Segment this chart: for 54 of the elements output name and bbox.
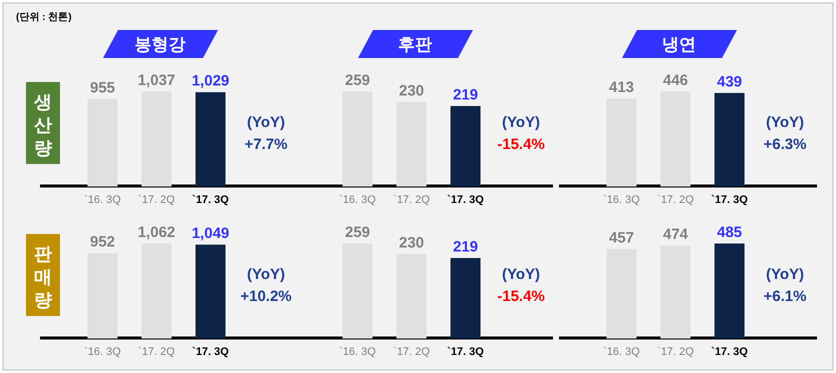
text: (YoY) bbox=[766, 114, 804, 131]
data-label: 413 bbox=[608, 78, 634, 96]
x-tick-label: `17. 3Q bbox=[447, 194, 484, 206]
x-tick-label: `16. 3Q bbox=[84, 194, 122, 206]
x-tick-label: `16. 3Q bbox=[84, 346, 122, 358]
x-tick-label: `17. 3Q bbox=[192, 346, 230, 358]
data-label: 952 bbox=[90, 234, 116, 251]
text: (단위 : 천톤) bbox=[16, 12, 72, 23]
x-tick-label: `17. 2Q bbox=[657, 346, 694, 358]
x-tick-label: `17. 3Q bbox=[711, 194, 748, 206]
data-label: 439 bbox=[716, 73, 742, 90]
x-tick-label: `17. 3Q bbox=[192, 194, 230, 206]
data-label: 446 bbox=[662, 72, 688, 89]
x-tick-label: `16. 3Q bbox=[339, 194, 376, 206]
x-tick-label: `17. 2Q bbox=[393, 346, 430, 358]
text: +10.2% bbox=[240, 288, 292, 305]
y-axis-title: 판매량 bbox=[34, 244, 52, 310]
text: -15.4% bbox=[497, 136, 545, 153]
data-label: 230 bbox=[398, 234, 424, 252]
text: (YoY) bbox=[246, 266, 286, 283]
x-tick-label: `17. 3Q bbox=[711, 346, 748, 358]
text: (YoY) bbox=[502, 266, 540, 283]
text: (YoY) bbox=[766, 266, 804, 283]
data-label: 1,037 bbox=[138, 72, 176, 89]
data-label: 219 bbox=[452, 86, 478, 104]
x-tick-label: `16. 3Q bbox=[339, 346, 376, 358]
data-label: 474 bbox=[662, 226, 689, 244]
data-label: 1,049 bbox=[192, 225, 230, 242]
data-label: 230 bbox=[398, 82, 424, 100]
chart-title: 냉연 bbox=[662, 35, 696, 54]
data-label: 259 bbox=[344, 72, 370, 89]
data-label: 259 bbox=[344, 224, 370, 241]
x-tick-label: `17. 2Q bbox=[657, 194, 694, 206]
x-tick-label: `17. 2Q bbox=[138, 346, 176, 358]
data-label: 955 bbox=[90, 79, 116, 96]
text: -15.4% bbox=[497, 288, 545, 305]
chart-title: 후판 bbox=[398, 35, 432, 54]
text: +6.3% bbox=[764, 136, 806, 153]
text: (YoY) bbox=[246, 114, 286, 131]
text: +6.1% bbox=[764, 288, 806, 305]
data-label: 1,029 bbox=[192, 72, 230, 90]
chart-title: 봉형강 bbox=[134, 35, 186, 54]
x-tick-label: `16. 3Q bbox=[603, 346, 640, 358]
data-label: 457 bbox=[608, 229, 634, 246]
data-label: 219 bbox=[452, 238, 478, 256]
y-axis-title: 생산량 bbox=[33, 92, 52, 158]
data-label: 485 bbox=[716, 224, 742, 241]
data-label: 1,062 bbox=[138, 224, 176, 241]
text: (YoY) bbox=[502, 114, 540, 131]
x-tick-label: `16. 3Q bbox=[603, 194, 640, 206]
x-tick-label: `17. 3Q bbox=[447, 346, 484, 358]
text: +7.7% bbox=[244, 136, 288, 153]
x-tick-label: `17. 2Q bbox=[138, 194, 176, 206]
x-tick-label: `17. 2Q bbox=[393, 194, 430, 206]
